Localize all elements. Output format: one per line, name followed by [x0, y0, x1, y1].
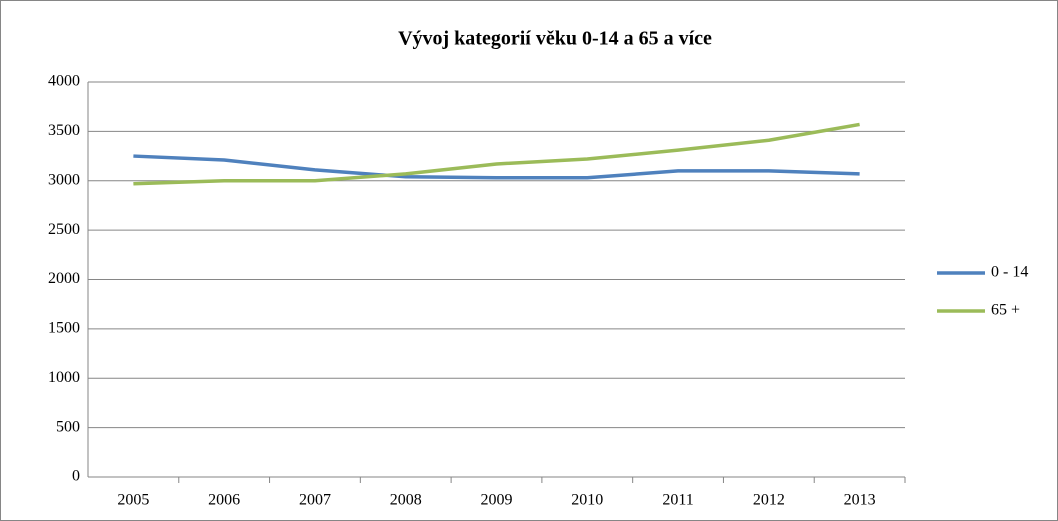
y-tick-label: 2000 — [48, 270, 80, 287]
y-tick-label: 1500 — [48, 320, 80, 337]
y-tick-label: 4000 — [48, 73, 80, 90]
x-tick-label: 2005 — [117, 492, 149, 509]
series-line — [133, 154, 860, 180]
y-tick-label: 1000 — [48, 369, 80, 386]
y-tick-label: 2500 — [48, 221, 80, 238]
x-tick-label: 2013 — [844, 492, 876, 509]
y-tick-label: 0 — [72, 468, 80, 485]
legend-label: 0 - 14 — [991, 264, 1028, 281]
series-line — [133, 122, 860, 186]
x-tick-label: 2012 — [753, 492, 785, 509]
y-tick-label: 3000 — [48, 171, 80, 188]
x-tick-label: 2007 — [299, 492, 331, 509]
x-tick-label: 2011 — [662, 492, 693, 509]
legend-label: 65 + — [991, 302, 1020, 319]
x-tick-label: 2010 — [571, 492, 603, 509]
y-tick-label: 3500 — [48, 122, 80, 139]
x-tick-label: 2006 — [208, 492, 240, 509]
x-tick-label: 2009 — [481, 492, 513, 509]
chart-title: Vývoj kategorií věku 0-14 a 65 a více — [398, 28, 712, 50]
y-tick-label: 500 — [56, 418, 80, 435]
x-tick-label: 2008 — [390, 492, 422, 509]
